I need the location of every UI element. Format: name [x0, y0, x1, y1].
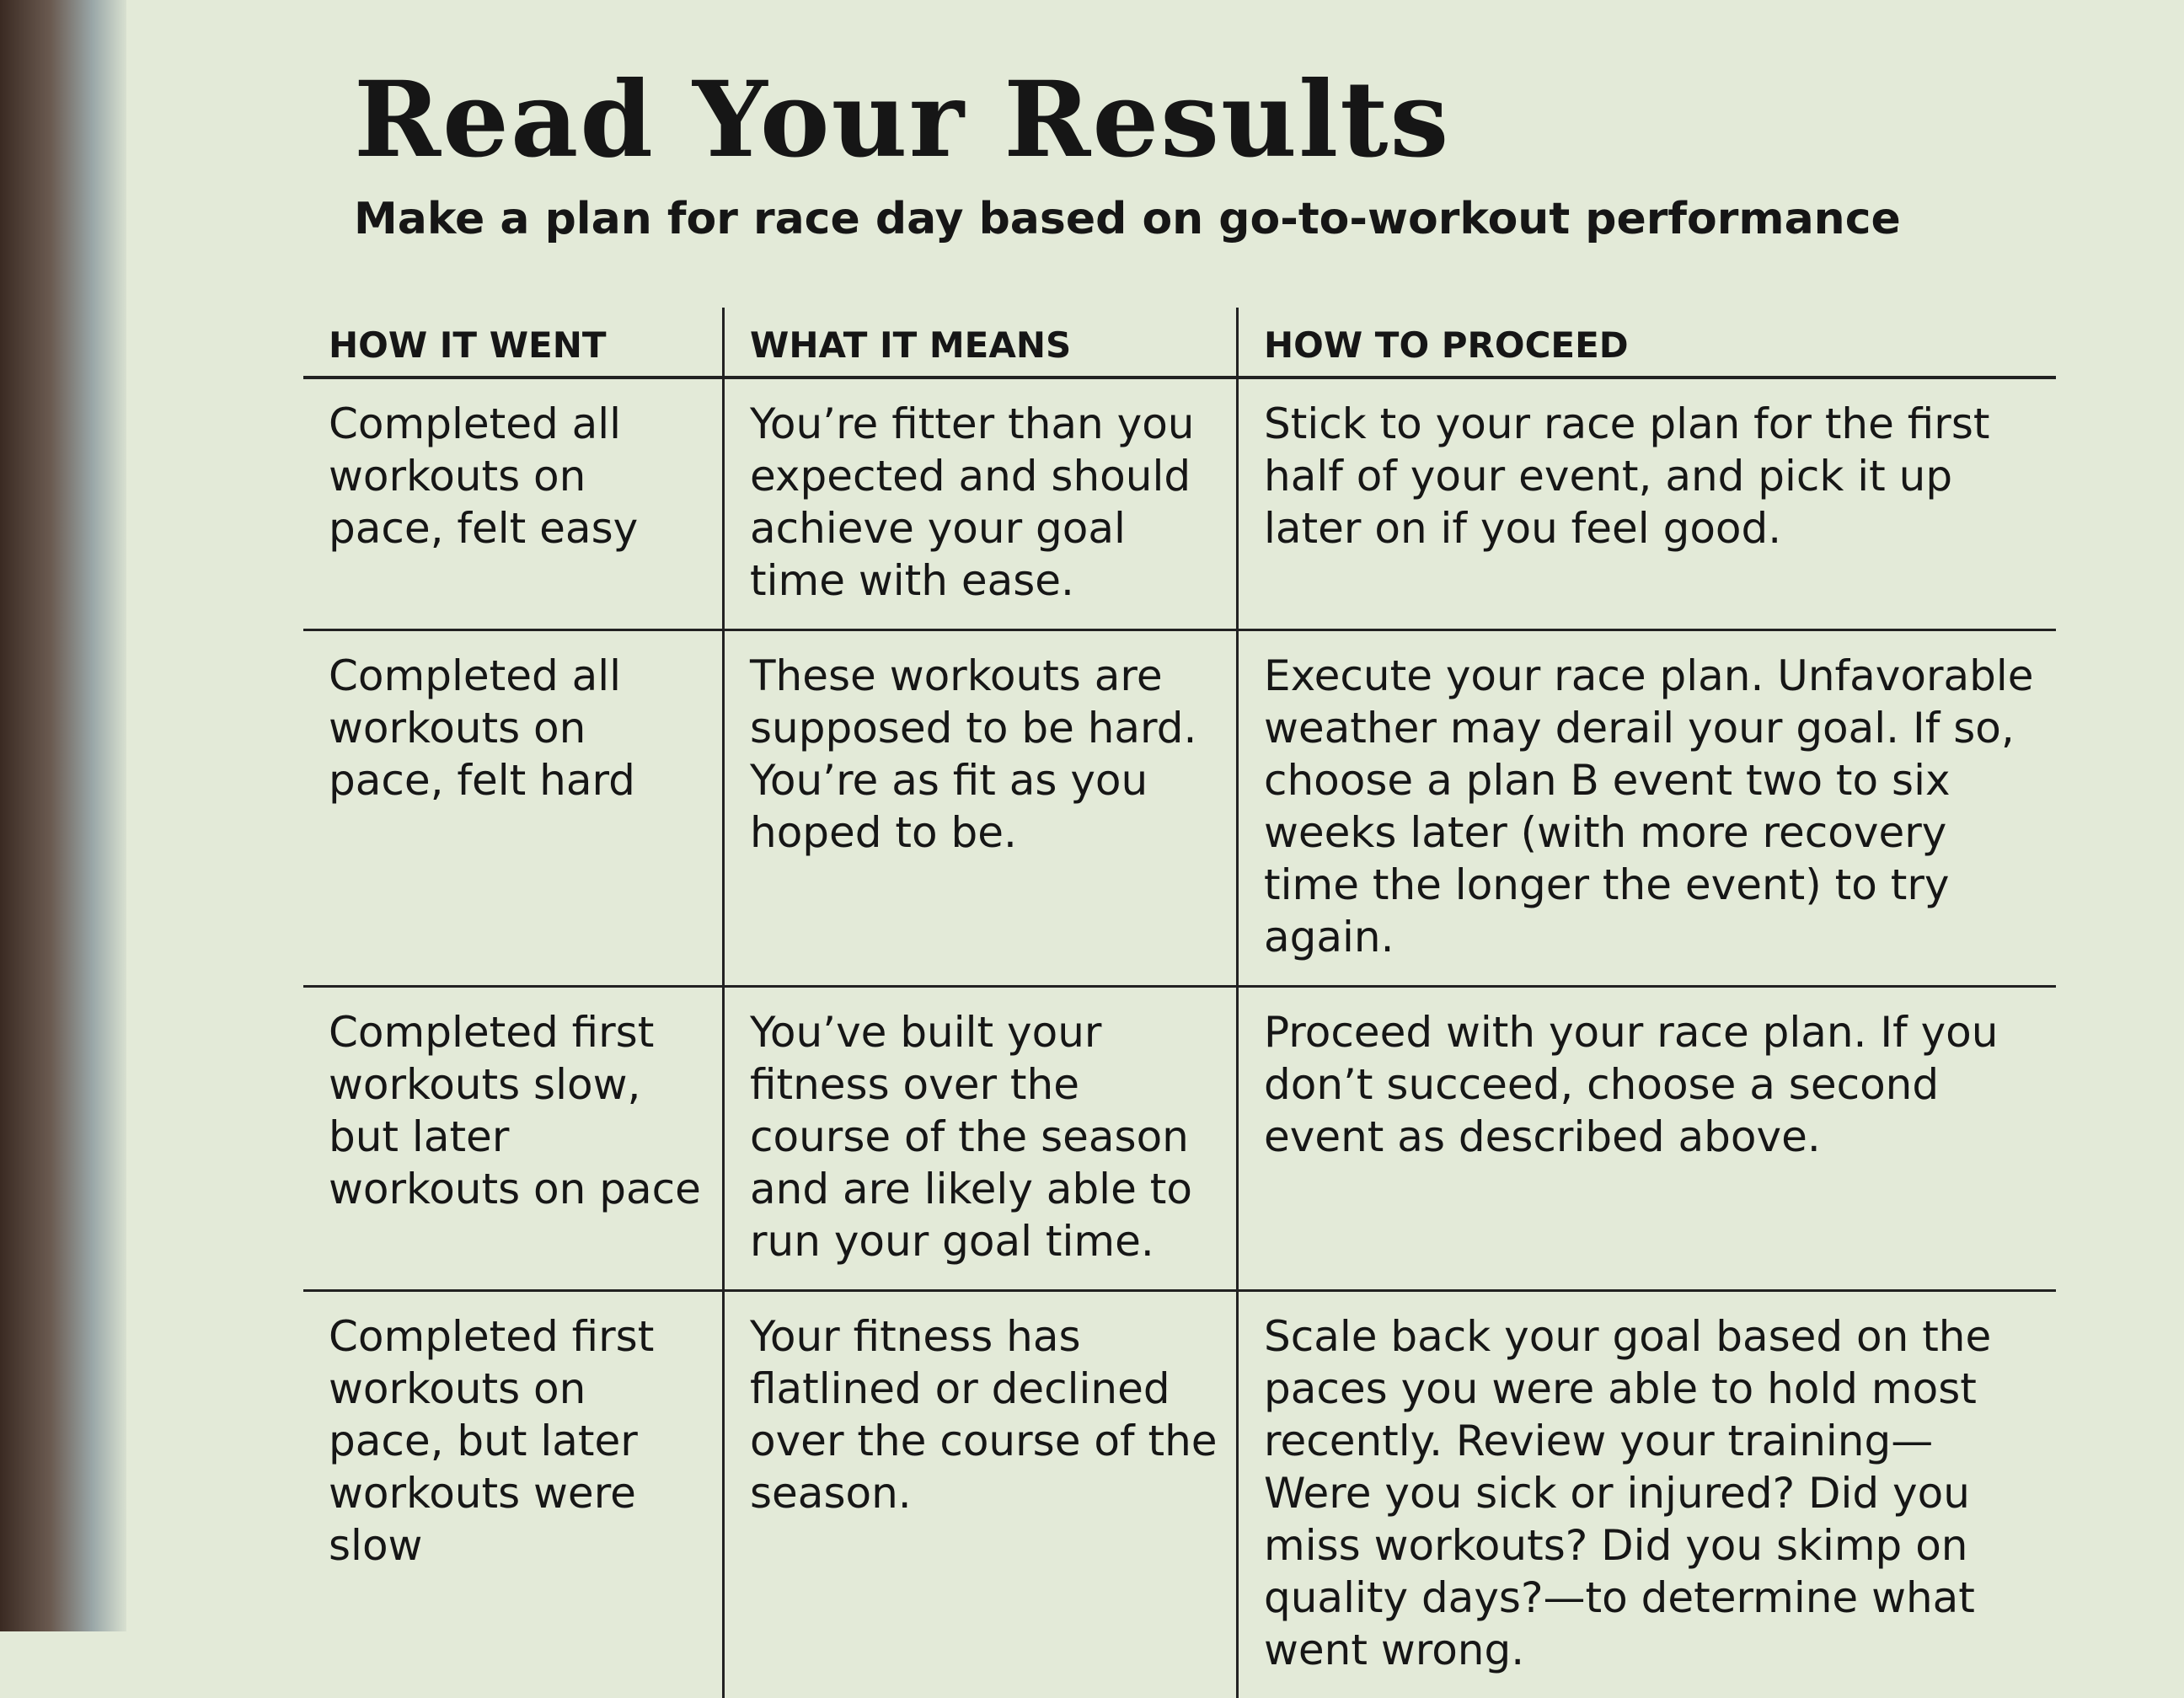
table-cell: Scale back your goal based on the paces … — [1264, 1312, 1992, 1674]
table-cell: Proceed with your race plan. If you don’… — [1239, 988, 2056, 1292]
subtitle: Make a plan for race day based on go-to-… — [354, 194, 1901, 244]
table-cell: These workouts are supposed to be hard. … — [725, 631, 1239, 988]
column-header: HOW IT WENT — [303, 308, 725, 379]
table-cell: You’ve built your fitness over the cours… — [725, 988, 1239, 1292]
results-table: HOW IT WENT WHAT IT MEANS HOW TO PROCEED Co… — [303, 308, 2056, 1698]
book-edge — [0, 0, 126, 1631]
table-cell: Your fitness has flatlined or declined o… — [725, 1292, 1239, 1698]
table-cell: Execute your race plan. Unfavorable weat… — [1239, 631, 2056, 988]
table-cell: Completed all workouts on pace, felt har… — [303, 631, 725, 988]
table-cell: You’re fitter than you expected and shou… — [725, 379, 1239, 631]
table-cell: Completed first workouts on pace, but la… — [303, 1292, 725, 1698]
table-cell: Completed all workouts on pace, felt eas… — [303, 379, 725, 631]
title: Read Your Results — [354, 59, 1451, 181]
column-header: WHAT IT MEANS — [725, 308, 1239, 379]
magazine-page: Read Your Results Make a plan for race d… — [143, 0, 2149, 1698]
column-header: HOW TO PROCEED — [1239, 308, 2056, 379]
table-cell: Completed first workouts slow, but later… — [303, 988, 725, 1292]
table-cell: Stick to your race plan for the first ha… — [1239, 379, 2056, 631]
